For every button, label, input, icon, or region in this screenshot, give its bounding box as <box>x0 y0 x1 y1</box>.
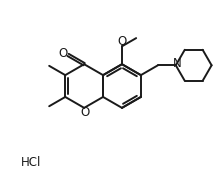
Text: N: N <box>172 57 181 70</box>
Text: O: O <box>58 47 68 60</box>
Text: O: O <box>81 106 90 119</box>
Text: O: O <box>117 35 127 48</box>
Text: HCl: HCl <box>21 156 41 169</box>
